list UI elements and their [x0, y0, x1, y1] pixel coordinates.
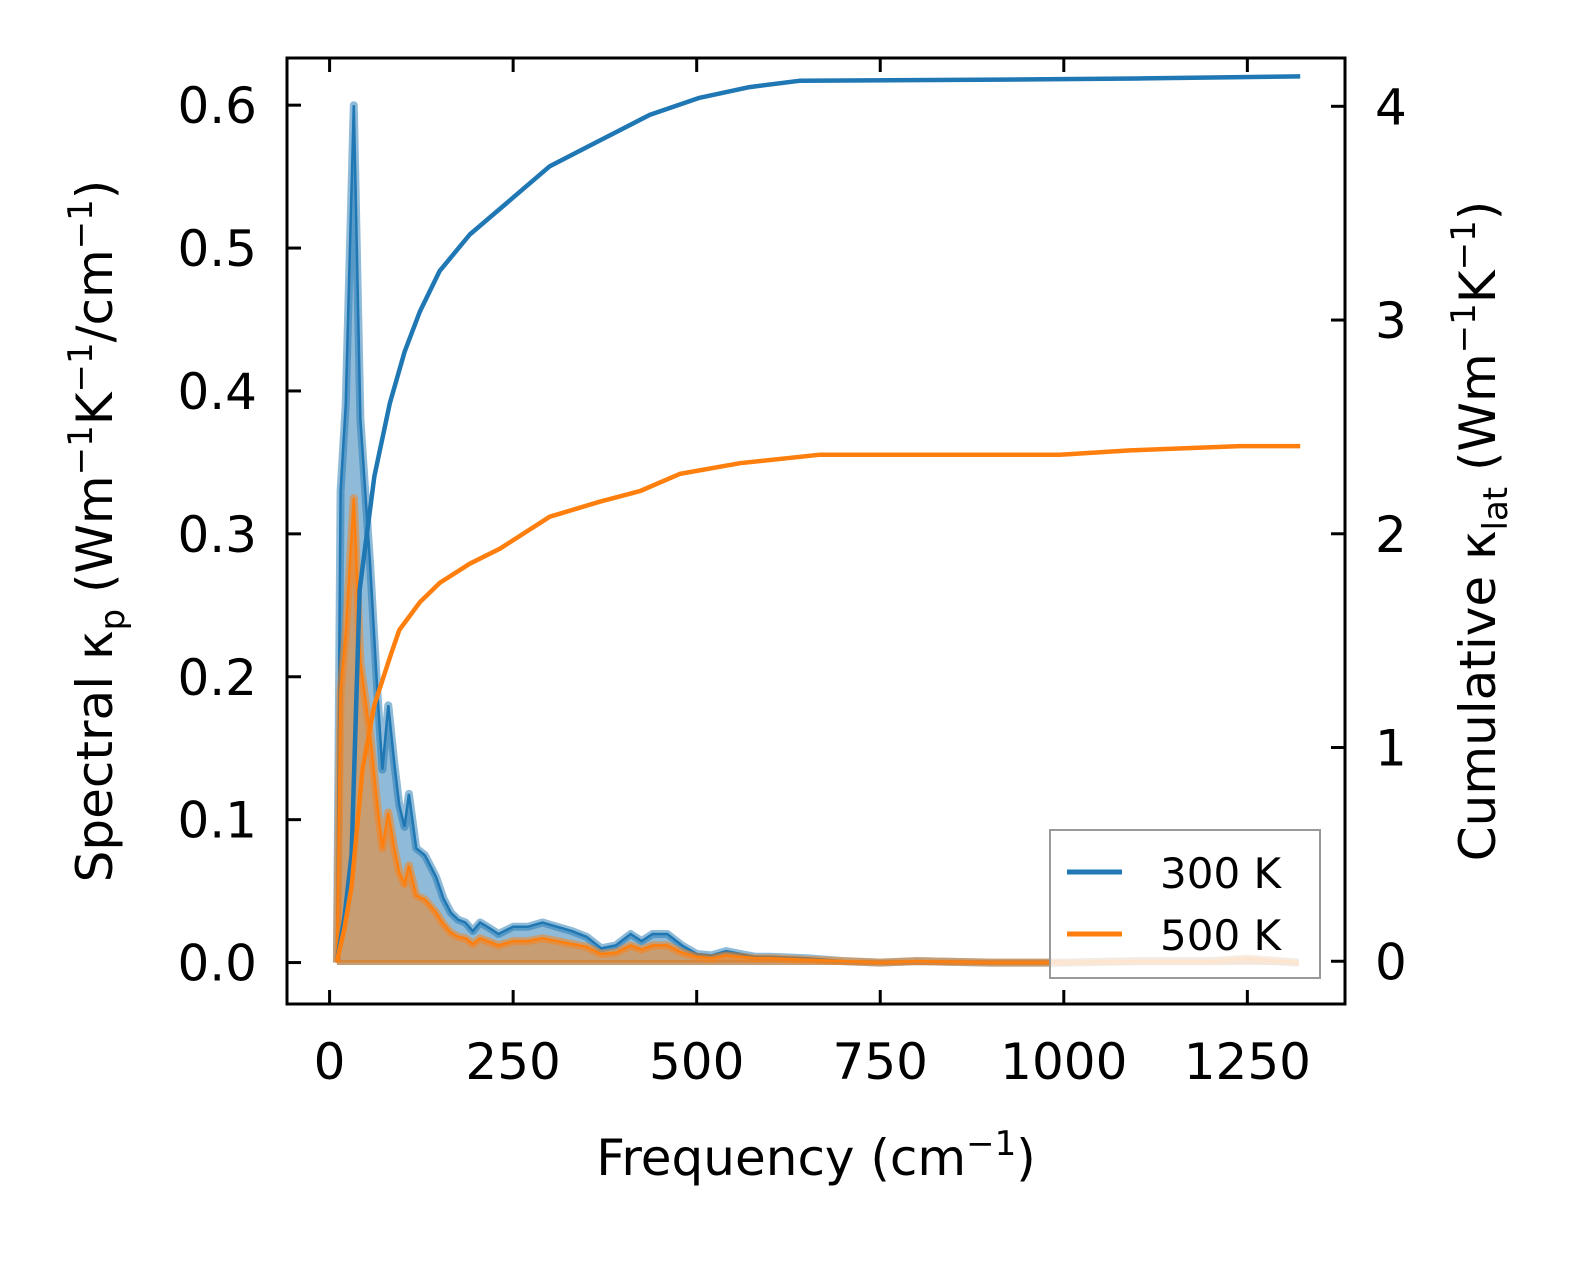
y-left-tick-label: 0.4 — [177, 363, 257, 421]
x-tick-label: 750 — [833, 1033, 928, 1091]
x-tick-label: 0 — [314, 1033, 346, 1091]
legend-label-500k: 500 K — [1160, 911, 1283, 960]
y-right-tick-label: 2 — [1375, 506, 1407, 564]
y-left-tick-label: 0.0 — [177, 935, 257, 993]
y-left-tick-label: 0.1 — [177, 792, 257, 850]
spectral-fill-500k — [336, 498, 1299, 963]
cumulative-line-500k — [334, 443, 1301, 962]
y-right-tick-label: 3 — [1375, 292, 1407, 350]
y-left-tick-label: 0.2 — [177, 649, 257, 707]
x-tick-label: 500 — [649, 1033, 744, 1091]
y-left-tick-label: 0.5 — [177, 220, 257, 278]
y-right-tick-label: 0 — [1375, 933, 1407, 991]
y-left-tick-label: 0.6 — [177, 77, 257, 135]
x-tick-label: 250 — [465, 1033, 560, 1091]
y-right-tick-label: 4 — [1375, 78, 1407, 136]
x-tick-label: 1250 — [1184, 1033, 1311, 1091]
plot-frame — [285, 56, 1347, 1006]
x-axis-label: Frequency (cm−1) — [596, 1124, 1036, 1187]
y-axis-right-label: Cumulative κlat (Wm−1K−1) — [1444, 201, 1516, 861]
y-right-tick-label: 1 — [1375, 720, 1407, 778]
legend-frame — [1049, 829, 1321, 979]
legend-label-300k: 300 K — [1160, 849, 1283, 898]
x-tick-label: 1000 — [1000, 1033, 1127, 1091]
cumulative-line-300k — [334, 74, 1301, 962]
legend: 300 K 500 K — [1049, 829, 1321, 979]
y-left-tick-label: 0.3 — [177, 506, 257, 564]
y-axis-left-label: Spectral κp (Wm−1K−1/cm−1) — [61, 180, 133, 883]
